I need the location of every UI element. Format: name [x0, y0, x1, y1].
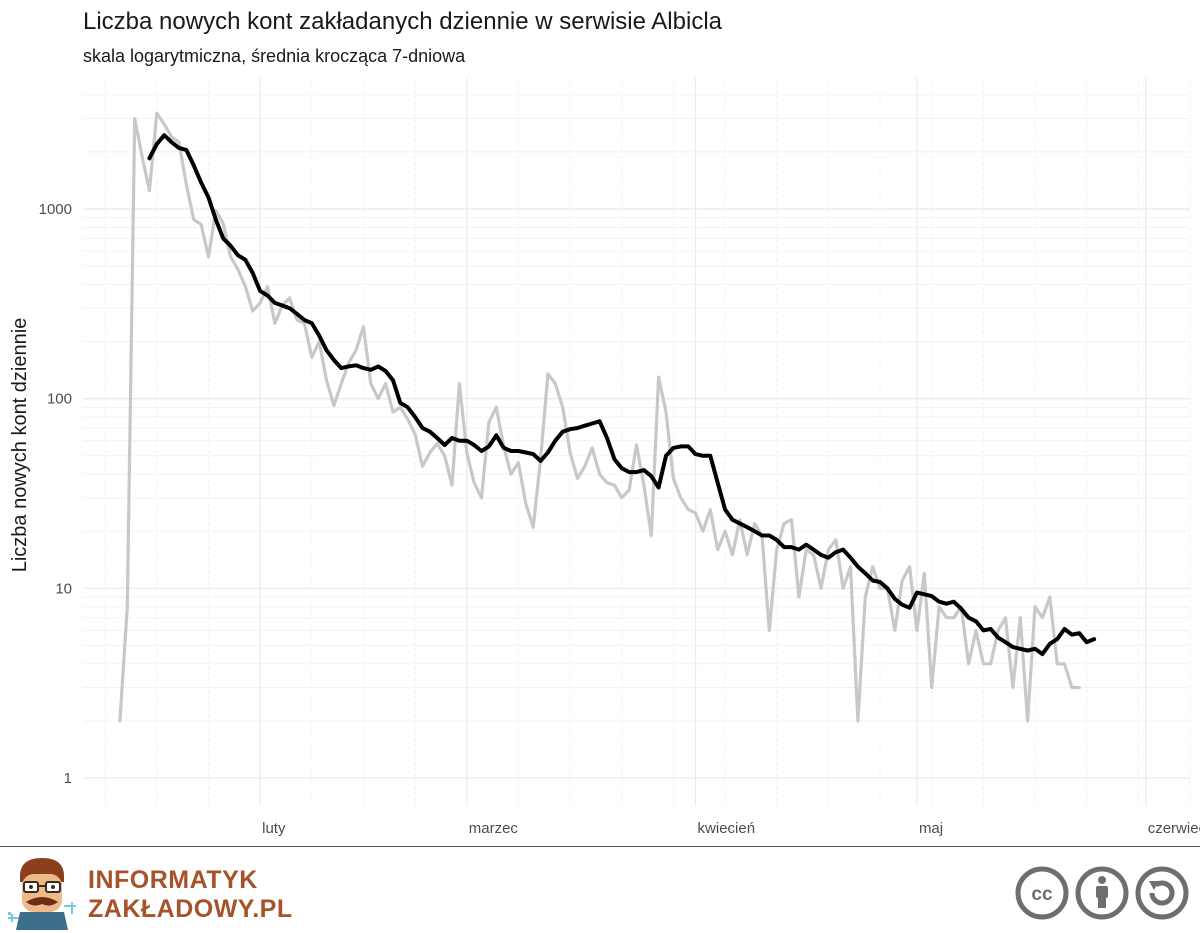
- footer-divider: [0, 846, 1200, 847]
- mascot-logo-icon: [8, 858, 76, 930]
- y-tick-label-2: 100: [47, 391, 72, 408]
- y-axis-label: Liczba nowych kont dziennie: [9, 318, 31, 573]
- series-rolling-average-line: [147, 133, 1097, 657]
- x-tick-label-1: marzec: [469, 820, 519, 837]
- grid-major: [83, 78, 1190, 806]
- chart-title: Liczba nowych kont zakładanych dziennie …: [83, 8, 722, 35]
- brand-line-2: ZAKŁADOWY.PL: [88, 895, 293, 923]
- y-axis-ticks: 1 10 100 1000: [39, 201, 72, 787]
- brand-logo-text: INFORMATYK ZAKŁADOWY.PL: [88, 866, 293, 924]
- y-tick-label-0: 1: [64, 770, 72, 787]
- series-lines: [118, 111, 1097, 723]
- by-icon: [1075, 866, 1129, 920]
- cc-icon: cc: [1015, 866, 1069, 920]
- y-tick-label-3: 1000: [39, 201, 72, 218]
- grid-minor: [83, 78, 1191, 806]
- x-tick-label-3: maj: [919, 820, 943, 837]
- x-tick-label-4: czerwiec: [1148, 820, 1200, 837]
- x-tick-label-0: luty: [262, 820, 286, 837]
- chart-subtitle: skala logarytmiczna, średnia krocząca 7-…: [83, 46, 466, 66]
- brand-line-1: INFORMATYK: [88, 866, 258, 894]
- x-axis-ticks: luty marzec kwiecień maj czerwiec: [262, 820, 1200, 837]
- series-daily-line: [118, 111, 1081, 723]
- y-tick-label-1: 10: [55, 580, 72, 597]
- sa-icon: [1135, 866, 1189, 920]
- svg-text:cc: cc: [1031, 884, 1053, 905]
- x-tick-label-2: kwiecień: [698, 820, 756, 837]
- chart: 1 10 100 1000 luty marzec kwiecień maj czerwiec…: [9, 78, 1200, 837]
